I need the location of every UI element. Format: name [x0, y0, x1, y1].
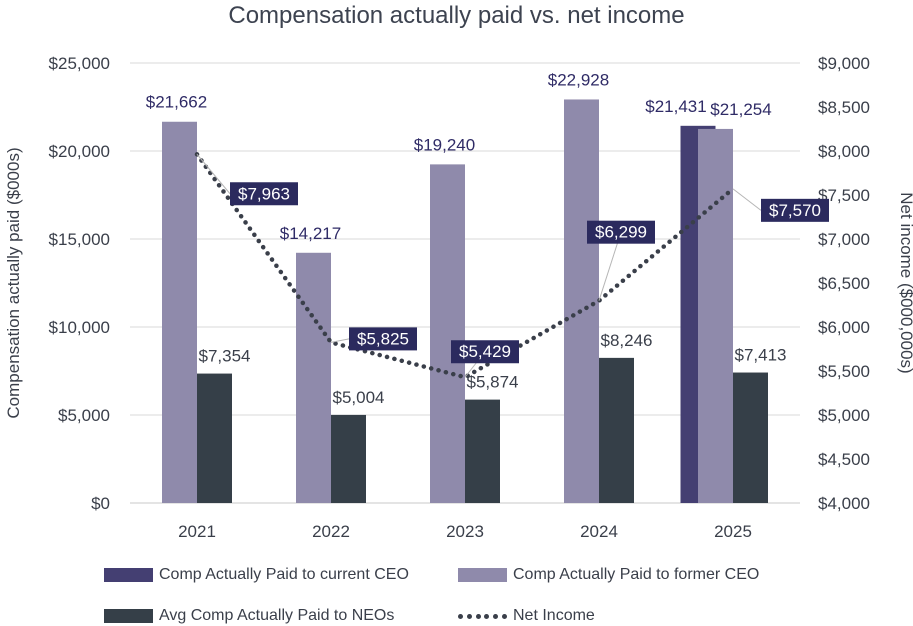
data-label-former-ceo: $21,254	[710, 100, 771, 119]
net-income-label: $7,570	[769, 201, 821, 220]
data-label-former-ceo: $22,928	[548, 70, 609, 89]
data-label-neo: $7,413	[735, 346, 787, 365]
net-income-label: $5,429	[459, 342, 511, 361]
legend-label-neos: Avg Comp Actually Paid to NEOs	[159, 607, 395, 624]
data-label-neo: $8,246	[601, 331, 653, 350]
y-tick-label: $20,000	[49, 142, 110, 161]
net-income-label-box	[349, 327, 417, 351]
bar-former-ceo	[564, 99, 599, 504]
net-income-label-box	[587, 220, 655, 244]
y2-tick-label: $9,000	[818, 54, 870, 73]
legend-swatch-net-income	[458, 609, 507, 623]
net-income-label-box	[230, 182, 298, 206]
y-tick-label: $10,000	[49, 318, 110, 337]
bar-neo	[733, 372, 768, 503]
y2-axis-title: Net income ($000,000s)	[897, 192, 913, 373]
legend-swatch-neos	[104, 609, 153, 623]
data-label-current-ceo: $21,431	[645, 97, 706, 116]
y2-tick-label: $7,000	[818, 230, 870, 249]
bar-neo	[465, 399, 500, 503]
bar-neo	[197, 373, 232, 503]
legend-label-net-income: Net Income	[513, 607, 595, 624]
x-tick-label: 2024	[580, 522, 618, 541]
net-income-label: $5,825	[357, 329, 409, 348]
data-label-former-ceo: $21,662	[146, 93, 207, 112]
net-income-label: $6,299	[595, 223, 647, 242]
data-label-neo: $5,874	[467, 373, 519, 392]
bar-former-ceo	[698, 128, 733, 503]
y-tick-label: $15,000	[49, 230, 110, 249]
y-axis-title: Compensation actually paid ($000s)	[4, 147, 23, 418]
bar-former-ceo	[430, 164, 465, 503]
data-label-former-ceo: $19,240	[414, 135, 475, 154]
y2-tick-label: $6,500	[818, 274, 870, 293]
bar-former-ceo	[162, 121, 197, 503]
net-income-label-box	[451, 340, 519, 364]
chart-plot: $0 $5,000 $10,000 $15,000 $20,000 $25,000 $4,0…	[4, 54, 913, 541]
bar-former-ceo	[296, 252, 331, 503]
x-tick-label: 2025	[714, 522, 752, 541]
net-income-line	[194, 152, 736, 380]
y2-tick-label: $8,500	[818, 98, 870, 117]
net-income-leader	[196, 153, 231, 195]
legend-swatch-former-ceo	[458, 568, 507, 582]
y2-tick-label: $4,500	[818, 450, 870, 469]
data-label-neo: $7,354	[199, 347, 251, 366]
y-tick-label: $25,000	[49, 54, 110, 73]
y2-tick-label: $6,000	[818, 318, 870, 337]
y2-tick-label: $7,500	[818, 186, 870, 205]
y2-tick-label: $5,500	[818, 362, 870, 381]
legend-item-net-income: Net Income	[458, 607, 595, 625]
bar-neo	[599, 357, 634, 503]
legend-item-former-ceo: Comp Actually Paid to former CEO	[458, 566, 759, 584]
y-tick-label: $5,000	[58, 406, 110, 425]
y2-tick-label: $5,000	[818, 406, 870, 425]
legend-swatch-current-ceo	[104, 568, 153, 582]
data-label-neo: $5,004	[333, 388, 385, 407]
data-label-former-ceo: $14,217	[280, 224, 341, 243]
y2-tick-label: $4,000	[818, 494, 870, 513]
net-income-leader	[732, 188, 762, 211]
net-income-label: $7,963	[238, 184, 290, 203]
legend-label-current-ceo: Comp Actually Paid to current CEO	[159, 566, 409, 583]
x-tick-label: 2023	[446, 522, 484, 541]
legend-item-current-ceo: Comp Actually Paid to current CEO	[104, 566, 409, 584]
y2-tick-label: $8,000	[818, 142, 870, 161]
net-income-leader	[330, 338, 350, 343]
net-income-label-box	[761, 198, 829, 222]
legend-label-former-ceo: Comp Actually Paid to former CEO	[513, 566, 760, 583]
x-tick-label: 2021	[178, 522, 216, 541]
y-tick-label: $0	[91, 494, 110, 513]
legend: Comp Actually Paid to current CEO Comp A…	[104, 566, 824, 625]
bar-neo	[331, 414, 366, 503]
legend-item-neos: Avg Comp Actually Paid to NEOs	[104, 607, 394, 625]
chart-title: Compensation actually paid vs. net incom…	[228, 2, 685, 29]
x-tick-label: 2022	[312, 522, 350, 541]
